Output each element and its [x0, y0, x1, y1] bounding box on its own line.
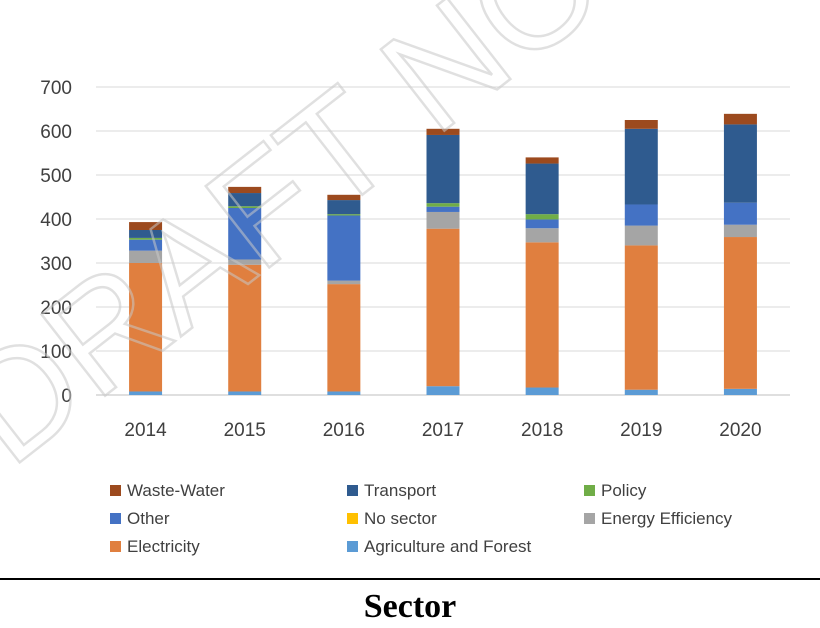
bar-segment — [525, 219, 559, 229]
bar-segment — [228, 206, 262, 208]
bar-segment — [327, 391, 361, 395]
bar-segment — [129, 239, 163, 251]
y-tick-label: 200 — [40, 298, 72, 319]
bar-segment — [129, 263, 163, 392]
bar-segment — [624, 225, 658, 246]
x-tick-label: 2018 — [521, 420, 563, 441]
bar-segment — [426, 203, 460, 207]
x-tick-label: 2019 — [620, 420, 662, 441]
y-tick-label: 0 — [61, 386, 72, 407]
bar-segment — [228, 186, 262, 194]
bar-segment — [624, 128, 658, 205]
legend-swatch — [347, 513, 358, 524]
bar-segment — [228, 259, 262, 265]
bar-segment — [426, 134, 460, 204]
bar-segment — [426, 386, 460, 395]
x-tick-label: 2014 — [124, 420, 167, 441]
bar-segment — [228, 208, 262, 260]
legend-swatch — [347, 541, 358, 552]
bar-segment — [723, 124, 757, 203]
legend: Waste-Water Transport Policy Other No sector… — [110, 481, 733, 556]
bars — [129, 113, 757, 395]
bar-segment — [624, 204, 658, 226]
bar-segment — [723, 224, 757, 238]
legend-swatch — [110, 541, 121, 552]
bar-segment — [426, 211, 460, 229]
bar-segment — [327, 280, 361, 285]
bar-segment — [129, 230, 163, 238]
bar-segment — [228, 391, 262, 395]
bar-segment — [723, 237, 757, 389]
bar-segment — [723, 202, 757, 225]
bar-segment — [129, 250, 163, 263]
legend-swatch — [347, 485, 358, 496]
bar-segment — [723, 113, 757, 125]
legend-swatch — [584, 485, 595, 496]
legend-label: Energy Efficiency — [601, 509, 733, 528]
legend-label: Policy — [601, 481, 647, 500]
legend-label: Electricity — [127, 537, 200, 556]
bar-segment — [723, 388, 757, 395]
bar-segment — [129, 222, 163, 230]
bar-segment — [327, 214, 361, 216]
x-tick-label: 2020 — [719, 420, 761, 441]
watermark: DRAFT NOT FINAL — [0, 0, 820, 496]
bar-segment — [327, 284, 361, 392]
y-tick-label: 400 — [40, 210, 72, 231]
y-tick-label: 300 — [40, 254, 72, 275]
legend-label: Agriculture and Forest — [364, 537, 532, 556]
x-tick-label: 2016 — [323, 420, 365, 441]
bar-segment — [525, 157, 559, 164]
bar-segment — [426, 206, 460, 212]
bar-segment — [426, 228, 460, 387]
legend-swatch — [110, 513, 121, 524]
bar-segment — [525, 214, 559, 220]
legend-swatch — [584, 513, 595, 524]
y-tick-label: 600 — [40, 122, 72, 143]
x-tick-label: 2015 — [224, 420, 266, 441]
legend-label: Waste-Water — [127, 481, 225, 500]
y-tick-label: 100 — [40, 342, 72, 363]
x-axis-ticks: 2014 2015 2016 2017 2018 2019 2020 — [124, 420, 761, 441]
bar-segment — [327, 194, 361, 201]
y-axis-ticks: 0 100 200 300 400 500 600 700 — [40, 78, 72, 407]
bar-segment — [525, 387, 559, 395]
legend-label: Transport — [364, 481, 436, 500]
figure-caption: Sector — [363, 588, 457, 625]
bar-segment — [426, 128, 460, 135]
y-tick-label: 500 — [40, 166, 72, 187]
watermark-text: DRAFT NOT FINAL — [0, 0, 820, 496]
bar-segment — [129, 237, 163, 240]
bar-segment — [228, 193, 262, 207]
bar-segment — [624, 245, 658, 390]
bar-segment — [327, 200, 361, 215]
bar-segment — [525, 242, 559, 388]
y-tick-label: 700 — [40, 78, 72, 99]
bar-segment — [525, 163, 559, 215]
legend-label: Other — [127, 509, 170, 528]
legend-swatch — [110, 485, 121, 496]
bar-segment — [327, 215, 361, 281]
bar-segment — [525, 228, 559, 243]
bar-segment — [228, 264, 262, 392]
bar-segment — [129, 391, 163, 395]
x-tick-label: 2017 — [422, 420, 464, 441]
caption-divider — [0, 578, 820, 580]
bar-segment — [624, 389, 658, 395]
legend-label: No sector — [364, 509, 437, 528]
bar-segment — [624, 120, 658, 129]
